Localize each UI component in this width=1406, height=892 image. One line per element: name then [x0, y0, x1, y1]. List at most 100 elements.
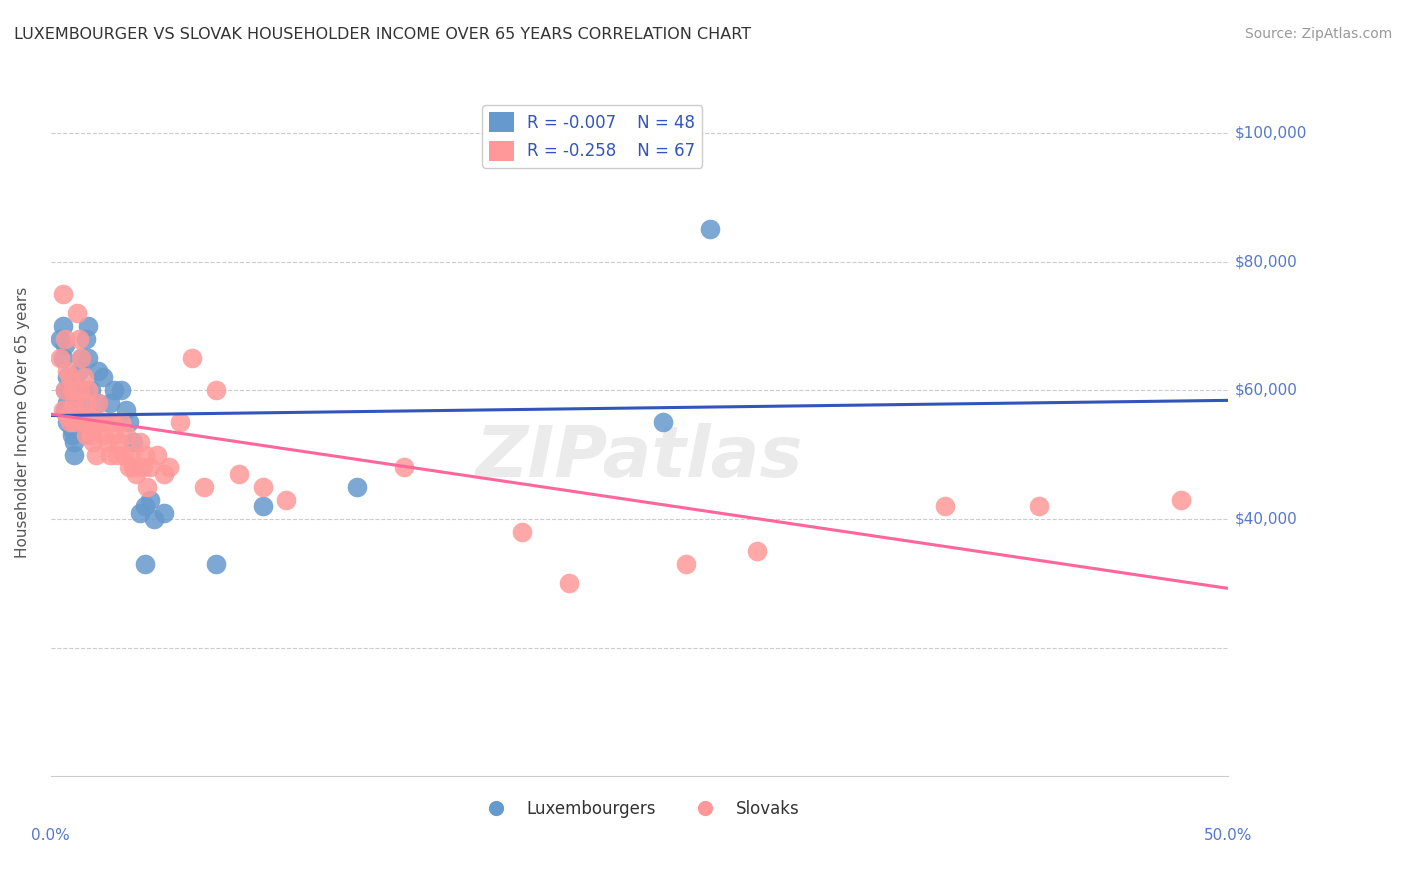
Text: 50.0%: 50.0% [1204, 828, 1251, 843]
Point [143, 512, 166, 526]
Point [53, 338, 76, 352]
Point [77, 409, 100, 423]
Point [82, 434, 104, 449]
Point [510, 524, 533, 539]
Point [80, 384, 103, 398]
Point [276, 492, 298, 507]
Point [56, 416, 79, 430]
Point [103, 428, 125, 442]
Point [56, 370, 79, 384]
Point [110, 416, 132, 430]
Point [59, 384, 82, 398]
Point [117, 416, 139, 430]
Point [77, 384, 100, 398]
Point [153, 467, 176, 481]
Text: $80,000: $80,000 [1234, 254, 1298, 269]
Y-axis label: Householder Income Over 65 years: Householder Income Over 65 years [15, 287, 30, 558]
Point [105, 448, 128, 462]
Point [91, 428, 114, 442]
Point [56, 409, 79, 423]
Point [134, 557, 156, 571]
Point [77, 318, 100, 333]
Point [392, 460, 415, 475]
Point [87, 396, 110, 410]
Point [70, 396, 93, 410]
Point [934, 499, 956, 513]
Text: $60,000: $60,000 [1234, 383, 1298, 398]
Text: ZIPatlas: ZIPatlas [475, 424, 803, 492]
Point [80, 428, 103, 442]
Point [120, 448, 142, 462]
Point [745, 544, 768, 558]
Point [699, 222, 721, 236]
Point [153, 506, 176, 520]
Point [228, 467, 250, 481]
Point [134, 499, 156, 513]
Point [94, 416, 117, 430]
Point [52, 286, 75, 301]
Point [75, 396, 97, 410]
Point [103, 384, 125, 398]
Point [53, 332, 76, 346]
Point [49, 351, 72, 365]
Text: $100,000: $100,000 [1234, 126, 1308, 140]
Point [73, 370, 96, 384]
Point [193, 480, 215, 494]
Point [63, 416, 86, 430]
Point [52, 402, 75, 417]
Point [110, 384, 132, 398]
Point [67, 332, 90, 346]
Point [59, 370, 82, 384]
Text: Source: ZipAtlas.com: Source: ZipAtlas.com [1244, 27, 1392, 41]
Point [204, 384, 226, 398]
Point [70, 351, 93, 365]
Point [63, 402, 86, 417]
Point [129, 434, 152, 449]
Point [101, 416, 124, 430]
Point [82, 422, 104, 436]
Point [80, 416, 103, 430]
Point [134, 448, 156, 462]
Point [63, 434, 86, 449]
Point [115, 402, 138, 417]
Point [59, 409, 82, 423]
Point [60, 428, 83, 442]
Point [52, 351, 75, 365]
Point [70, 351, 93, 365]
Point [108, 434, 131, 449]
Point [117, 460, 139, 475]
Point [63, 448, 86, 462]
Point [73, 416, 96, 430]
Point [169, 416, 191, 430]
Point [138, 460, 160, 475]
Point [75, 409, 97, 423]
Text: 0.0%: 0.0% [31, 828, 70, 843]
Point [346, 480, 368, 494]
Point [56, 364, 79, 378]
Point [675, 557, 697, 571]
Legend: Luxembourgers, Slovaks: Luxembourgers, Slovaks [472, 793, 806, 825]
Point [651, 416, 673, 430]
Point [115, 428, 138, 442]
Point [63, 416, 86, 430]
Text: LUXEMBOURGER VS SLOVAK HOUSEHOLDER INCOME OVER 65 YEARS CORRELATION CHART: LUXEMBOURGER VS SLOVAK HOUSEHOLDER INCOM… [14, 27, 751, 42]
Point [145, 448, 167, 462]
Point [67, 364, 90, 378]
Point [112, 448, 135, 462]
Point [53, 384, 76, 398]
Point [96, 434, 118, 449]
Point [122, 460, 145, 475]
Point [67, 384, 90, 398]
Point [66, 306, 89, 320]
Point [60, 422, 83, 436]
Point [77, 351, 100, 365]
Point [53, 402, 76, 417]
Point [49, 332, 72, 346]
Point [204, 557, 226, 571]
Point [124, 467, 146, 481]
Point [60, 384, 83, 398]
Point [91, 416, 114, 430]
Point [138, 492, 160, 507]
Point [181, 351, 204, 365]
Point [129, 506, 152, 520]
